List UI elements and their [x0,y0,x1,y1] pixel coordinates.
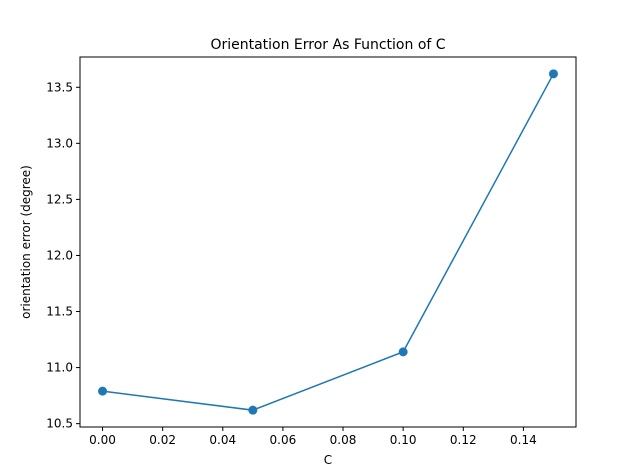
x-tick-label: 0.10 [390,433,417,447]
y-tick-label: 13.0 [46,136,73,150]
data-point [548,69,558,79]
x-tick-label: 0.06 [270,433,297,447]
y-tick-label: 13.5 [46,80,73,94]
data-point [248,405,258,415]
x-tick-label: 0.04 [209,433,236,447]
x-tick-label: 0.08 [330,433,357,447]
x-tick-label: 0.00 [89,433,116,447]
x-tick-label: 0.02 [149,433,176,447]
plot-frame [79,56,577,428]
y-tick-label: 11.5 [46,305,73,319]
y-axis-ticks: 10.5 11.0 11.5 12.0 12.5 13.0 13.5 [46,80,80,431]
y-tick-label: 10.5 [46,417,73,431]
x-tick-label: 0.12 [450,433,477,447]
x-axis-ticks: 0.00 0.02 0.04 0.06 0.08 0.10 0.12 0.14 [89,427,537,447]
y-tick-label: 12.0 [46,248,73,262]
plot-series [98,69,558,415]
y-tick-label: 11.0 [46,361,73,375]
data-point [98,386,108,396]
series-line [102,73,555,411]
y-tick-label: 12.5 [46,192,73,206]
data-point [398,347,408,357]
x-tick-label: 0.14 [510,433,537,447]
x-axis-label: C [324,453,332,467]
y-axis-label: orientation error (degree) [19,165,33,319]
chart-title: Orientation Error As Function of C [210,37,445,53]
